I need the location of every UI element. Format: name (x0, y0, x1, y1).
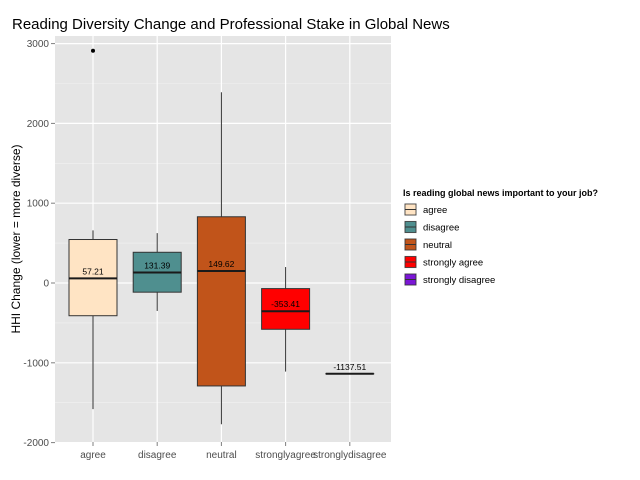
y-axis: -2000 -1000 0 1000 2000 3000 (23, 39, 55, 449)
x-tick-label: disagree (138, 450, 177, 461)
box-stronglydisagree: -1137.51 (325, 362, 375, 375)
y-tick-label: 0 (43, 279, 49, 290)
legend-label: agree (423, 205, 447, 216)
median-label: 131.39 (144, 261, 170, 271)
box-rect (261, 288, 311, 330)
legend: Is reading global news important to your… (403, 188, 598, 286)
chart-title: Reading Diversity Change and Professiona… (12, 16, 450, 33)
legend-item: agree (404, 203, 447, 216)
legend-title: Is reading global news important to your… (403, 188, 598, 198)
box-stronglyagree: -353.41 (261, 267, 311, 372)
y-axis-label: HHI Change (lower = more diverse) (9, 144, 23, 333)
boxes: 57.21 131.39 149.62 -353.41 -1137.51 (68, 48, 375, 425)
x-tick-label: stronglyagree (255, 450, 316, 461)
y-tick-label: -2000 (23, 438, 49, 449)
outlier-point (91, 48, 95, 53)
legend-item: disagree (404, 220, 459, 234)
y-tick-label: -1000 (23, 358, 49, 369)
x-tick-label: stronglydisagree (313, 450, 387, 461)
legend-item: strongly disagree (404, 273, 495, 286)
median-label: -353.41 (271, 299, 300, 309)
box-agree: 57.21 (68, 48, 118, 410)
legend-item: strongly agree (404, 255, 483, 269)
y-tick-label: 3000 (27, 39, 50, 50)
x-tick-label: agree (80, 450, 106, 461)
median-label: -1137.51 (333, 362, 366, 372)
x-tick-label: neutral (206, 450, 237, 461)
median-label: 57.21 (82, 266, 104, 276)
box-rect (196, 216, 246, 387)
x-axis: agree disagree neutral stronglyagreestrongl… (80, 442, 387, 461)
median-label: 149.62 (208, 259, 234, 269)
legend-label: neutral (423, 240, 452, 251)
y-tick-label: 1000 (27, 199, 50, 210)
box-disagree: 131.39 (132, 233, 182, 311)
legend-label: disagree (423, 223, 459, 234)
legend-label: strongly agree (423, 258, 483, 269)
box-neutral: 149.62 (196, 92, 246, 425)
y-tick-label: 2000 (27, 119, 50, 130)
legend-item: neutral (404, 238, 452, 251)
legend-label: strongly disagree (423, 275, 495, 286)
